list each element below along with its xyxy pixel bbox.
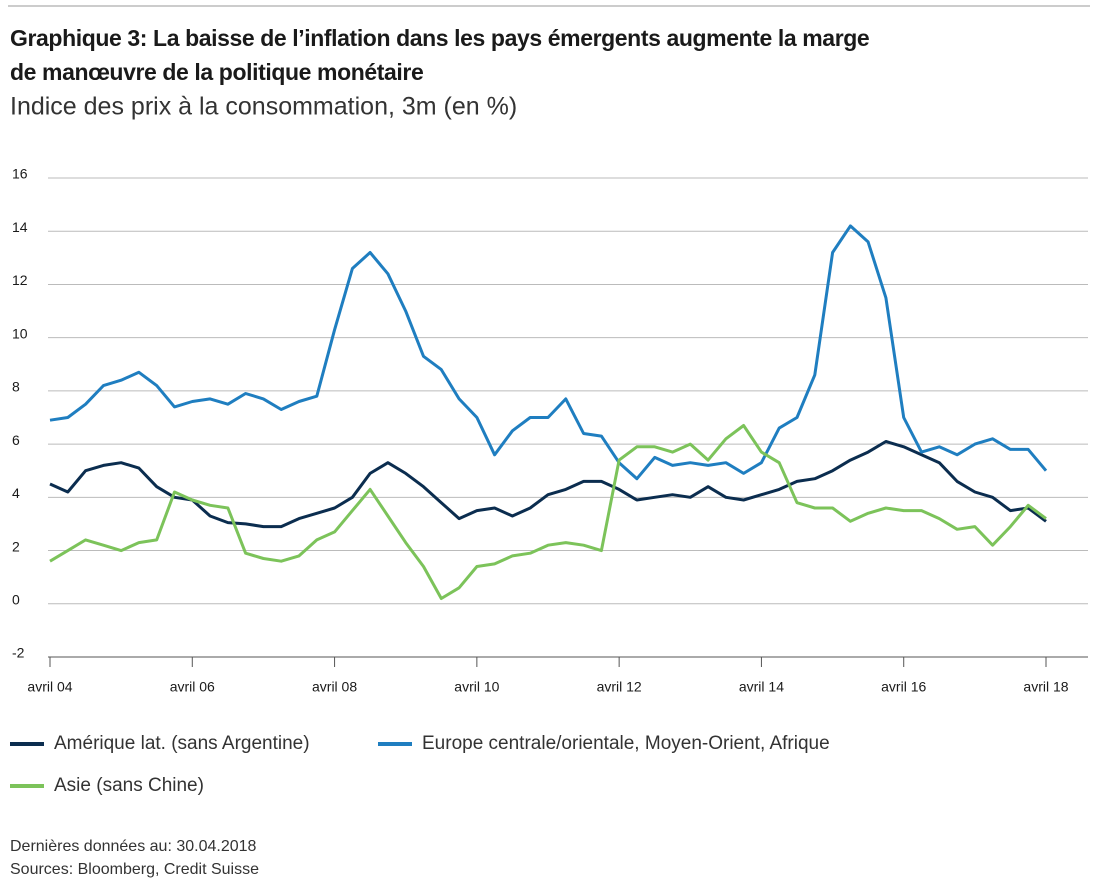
x-tick-label: avril 04 [27,679,72,695]
y-tick-label: 4 [12,485,20,501]
x-tick-label: avril 12 [597,679,642,695]
legend-label: Amérique lat. (sans Argentine) [54,733,310,754]
legend-label: Europe centrale/orientale, Moyen-Orient,… [422,733,830,754]
y-tick-label: 14 [12,219,28,235]
legend-label: Asie (sans Chine) [54,775,204,796]
chart-title: Graphique 3: La baisse de l’inflation da… [10,25,869,85]
x-tick-label: avril 10 [454,679,499,695]
note: Sources: Bloomberg, Credit Suisse [10,861,259,878]
x-tick-label: avril 16 [881,679,926,695]
y-tick-label: 8 [12,379,20,395]
series-line [49,440,1047,529]
x-tick-label: avril 14 [739,679,784,695]
x-tick-label: avril 06 [170,679,215,695]
y-tick-label: -2 [12,645,25,661]
series-line [49,224,1048,481]
y-tick-label: 10 [12,325,28,341]
title-line: de manœuvre de la politique monétaire [10,59,423,85]
y-tick-label: 6 [12,432,20,448]
series-line [49,424,1047,600]
y-tick-label: 2 [12,538,20,554]
x-tick-label: avril 08 [312,679,357,695]
title-line: Graphique 3: La baisse de l’inflation da… [10,25,869,51]
note: Dernières données au: 30.04.2018 [10,838,257,855]
y-tick-label: 0 [12,591,20,607]
y-tick-label: 12 [12,272,28,288]
x-tick-label: avril 18 [1023,679,1068,695]
chart-subtitle: Indice des prix à la consommation, 3m (e… [10,93,517,121]
y-tick-label: 16 [12,166,28,182]
